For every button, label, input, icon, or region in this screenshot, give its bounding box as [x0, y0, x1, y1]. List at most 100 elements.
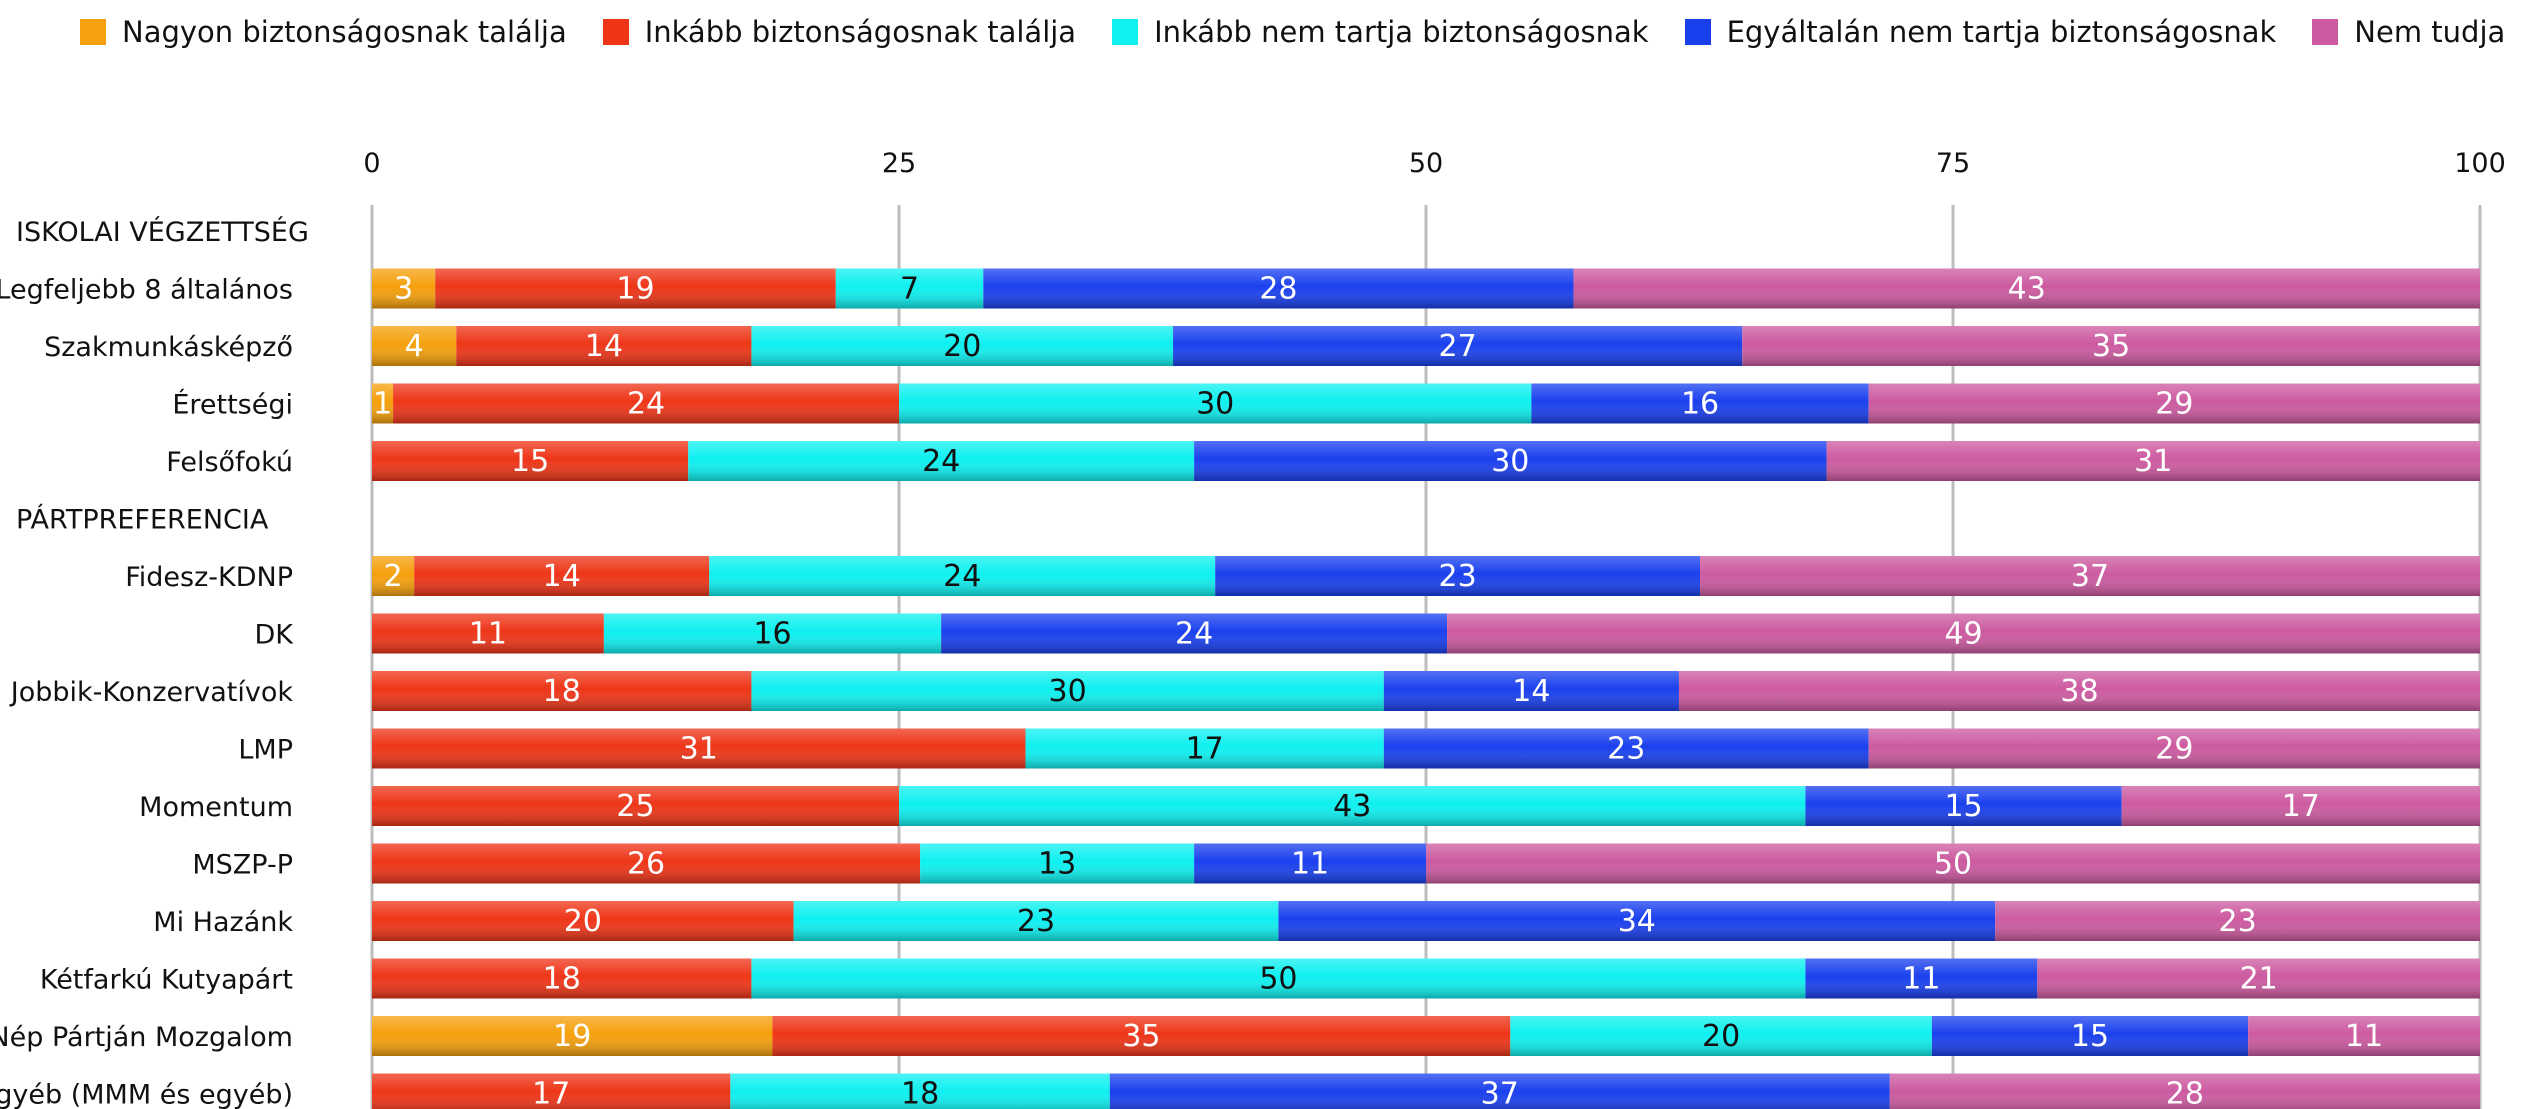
bar-segment-inkabb-biztonsagosnak-talalja [372, 901, 794, 941]
bar-shade [751, 671, 1384, 711]
bar-shade [2037, 958, 2480, 999]
bar-shade [372, 441, 689, 481]
bar-segment-inkabb-biztonsagosnak-talalja [435, 268, 836, 309]
data-label: 34 [1618, 904, 1656, 939]
bar-shade [688, 441, 1195, 481]
data-label: 3 [394, 272, 413, 307]
bar-shade [372, 786, 899, 826]
bar-shade [1573, 268, 2480, 309]
bar-shade [372, 958, 752, 999]
bar-shade [414, 556, 710, 596]
bar-segment-egyaltalan-nem-tartja-biztonsagosnak [1215, 556, 1701, 596]
x-tick-label: 100 [2454, 148, 2506, 179]
bar-shade [372, 728, 1026, 769]
bar-shade [1447, 613, 2480, 654]
bar-shade [1868, 728, 2480, 769]
data-label: 31 [680, 732, 718, 767]
chart-legend: Nagyon biztonságosnak találja Inkább bizt… [80, 10, 2505, 54]
data-label: 29 [2155, 732, 2193, 767]
legend-swatch [1684, 19, 1711, 45]
bar-shade [1510, 1016, 1932, 1056]
bar-shade [1383, 671, 1679, 711]
bar-shade [1868, 383, 2480, 424]
x-tick-label: 75 [1936, 148, 1970, 179]
bar-segment-inkabb-nem-tartja-biztonsagosnak [709, 556, 1216, 596]
bar-shade [1025, 728, 1384, 769]
bar-segment-inkabb-nem-tartja-biztonsagosnak [688, 441, 1195, 481]
data-label: 28 [1259, 272, 1297, 307]
data-label: 1 [373, 387, 392, 422]
bar-shade [1215, 556, 1701, 596]
bar-segment-nem-tudja [1889, 1073, 2480, 1109]
data-label: 7 [900, 272, 919, 307]
group-header: PÁRTPREFERENCIA [16, 504, 269, 536]
data-label: 23 [2218, 904, 2256, 939]
data-label: 23 [1439, 559, 1477, 594]
data-label: 30 [1196, 387, 1234, 422]
category-label: Felsőfokú [166, 447, 293, 478]
bar-segment-inkabb-nem-tartja-biztonsagosnak [1510, 1016, 1932, 1056]
legend-item-egyaltalan-nem-tartja-biztonsagosnak: Egyáltalán nem tartja biztonságosnak [1684, 15, 2276, 49]
bar-segment-inkabb-biztonsagosnak-talalja [393, 383, 899, 424]
bar-segment-inkabb-biztonsagosnak-talalja [372, 786, 899, 826]
bar-segment-nem-tudja [1826, 441, 2480, 481]
bar-segment-inkabb-nem-tartja-biztonsagosnak [899, 786, 1806, 826]
data-label: 19 [616, 272, 654, 307]
data-label: 24 [1175, 617, 1213, 652]
bar-shade [1173, 326, 1743, 366]
data-label: 50 [1934, 847, 1972, 882]
bar-segment-inkabb-nem-tartja-biztonsagosnak [899, 383, 1532, 424]
bar-shade [835, 268, 984, 309]
bar-shade [1194, 843, 1426, 884]
bar-segment-egyaltalan-nem-tartja-biztonsagosnak [1109, 1073, 1890, 1109]
x-tick-label: 50 [1409, 148, 1443, 179]
bar-shade [983, 268, 1574, 309]
bar-segment-egyaltalan-nem-tartja-biztonsagosnak [1805, 786, 2122, 826]
data-label: 14 [585, 329, 623, 364]
bar-shade [372, 901, 794, 941]
bar-shade [372, 326, 457, 366]
data-label: 29 [2155, 387, 2193, 422]
data-label: 50 [1259, 962, 1297, 997]
bar-shade [1995, 901, 2480, 941]
data-label: 18 [543, 962, 581, 997]
bar-segment-inkabb-nem-tartja-biztonsagosnak [835, 268, 984, 309]
bar-segment-nem-tudja [1700, 556, 2480, 596]
bar-shade [730, 1073, 1110, 1109]
bar-shade [1109, 1073, 1890, 1109]
data-label: 16 [753, 617, 791, 652]
data-label: 24 [943, 559, 981, 594]
data-label: 15 [511, 444, 549, 479]
bar-segment-inkabb-biztonsagosnak-talalja [372, 671, 752, 711]
bar-shade [920, 843, 1195, 884]
bar-segment-egyaltalan-nem-tartja-biztonsagosnak [1173, 326, 1743, 366]
category-label: Egyéb (MMM és egyéb) [0, 1080, 293, 1109]
legend-swatch [2312, 19, 2339, 45]
legend-label: Inkább nem tartja biztonságosnak [1154, 15, 1649, 49]
bar-segment-inkabb-biztonsagosnak-talalja [372, 958, 752, 999]
bar-shade [1678, 671, 2480, 711]
bar-segment-inkabb-biztonsagosnak-talalja [372, 441, 689, 481]
data-label: 49 [1944, 617, 1982, 652]
bar-segment-inkabb-nem-tartja-biztonsagosnak [793, 901, 1279, 941]
bar-segment-nagyon-biztonsagosnak-talalja [372, 1016, 773, 1056]
bar-segment-inkabb-biztonsagosnak-talalja [372, 1073, 731, 1109]
bar-segment-egyaltalan-nem-tartja-biztonsagosnak [941, 613, 1448, 654]
bar-segment-nem-tudja [1678, 671, 2480, 711]
bar-shade [1278, 901, 1996, 941]
bar-shade [1531, 383, 1869, 424]
data-label: 2 [384, 559, 403, 594]
data-label: 14 [543, 559, 581, 594]
bar-shade [372, 556, 415, 596]
category-label: MSZP-P [192, 850, 293, 881]
bar-segment-egyaltalan-nem-tartja-biztonsagosnak [1278, 901, 1996, 941]
bar-shade [899, 383, 1532, 424]
data-label: 43 [2008, 272, 2046, 307]
data-label: 27 [1439, 329, 1477, 364]
data-label: 28 [2166, 1077, 2204, 1109]
bar-shade [1889, 1073, 2480, 1109]
bar-segment-nem-tudja [1447, 613, 2480, 654]
legend-item-nagyon-biztonsagosnak-talalja: Nagyon biztonságosnak találja [80, 15, 567, 49]
bar-segment-inkabb-biztonsagosnak-talalja [772, 1016, 1511, 1056]
bar-shade [1742, 326, 2480, 366]
